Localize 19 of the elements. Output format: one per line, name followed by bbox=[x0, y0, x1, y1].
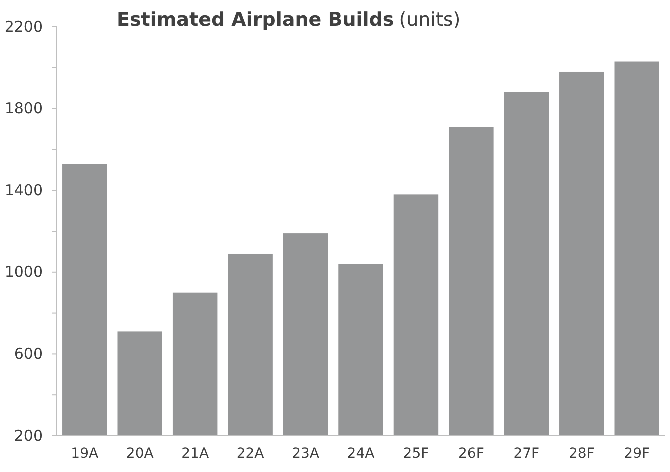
x-tick-label: 27F bbox=[514, 446, 540, 462]
y-tick-label: 600 bbox=[14, 345, 43, 363]
y-tick-label: 2200 bbox=[4, 18, 43, 36]
x-tick-label: 29F bbox=[624, 446, 650, 462]
y-tick-label: 1800 bbox=[4, 100, 43, 118]
x-tick-label: 21A bbox=[182, 446, 210, 462]
y-tick-label: 1400 bbox=[4, 181, 43, 200]
x-tick-label: 26F bbox=[458, 446, 484, 462]
x-tick-label: 28F bbox=[568, 446, 595, 462]
y-axis-title: (units) bbox=[399, 9, 461, 31]
y-tick-label: 1000 bbox=[4, 263, 43, 282]
x-tick-label: 24A bbox=[347, 446, 376, 462]
y-tick-label: 200 bbox=[14, 426, 43, 445]
x-tick-label: 19A bbox=[71, 446, 99, 462]
x-tick-label: 20A bbox=[126, 446, 154, 462]
x-tick-label: 25F bbox=[403, 446, 430, 462]
chart-title: Estimated Airplane Builds bbox=[117, 9, 394, 31]
x-tick-label: 22A bbox=[236, 446, 265, 462]
x-tick-label: 23A bbox=[292, 446, 320, 462]
